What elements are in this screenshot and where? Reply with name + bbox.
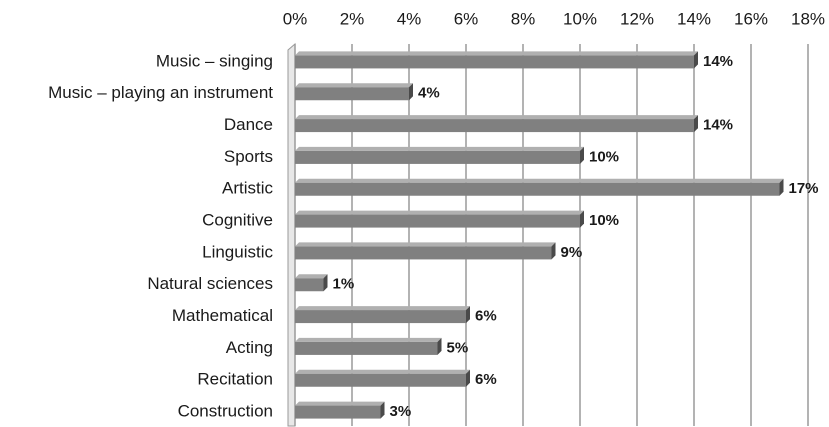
bar-top [295,242,556,247]
bar-side [694,51,698,69]
value-label: 9% [561,244,583,261]
bar [295,150,580,164]
value-label: 10% [589,212,619,229]
bar-side [551,242,556,260]
bar-top [295,178,784,183]
y-tick-label: Linguistic [202,242,273,261]
y-tick-label: Music – singing [156,51,273,70]
bar-top [295,274,328,279]
bar [295,87,409,101]
x-tick-label: 10% [563,9,597,28]
bar [295,246,552,260]
y-tick-label: Mathematical [172,306,273,325]
bar [295,373,466,387]
bar-side [779,178,784,196]
bar-side [323,274,328,292]
bar-side [694,115,698,133]
bar-top [295,210,584,215]
bar-side [580,210,584,228]
value-label: 3% [390,403,412,420]
value-label: 6% [475,308,497,325]
bar [295,214,580,228]
value-label: 17% [789,180,819,197]
bar-top [295,51,698,56]
bar [295,182,780,196]
x-tick-label: 14% [677,9,711,28]
bar-top [295,306,470,311]
bar-side [409,83,413,101]
bar-top [295,115,698,120]
y-tick-label: Dance [224,115,273,134]
value-label: 4% [418,85,440,102]
axis-wall [287,42,296,427]
bar [295,341,438,355]
bar [295,405,381,419]
y-tick-label: Cognitive [202,211,273,230]
value-label: 5% [447,339,469,356]
x-tick-label: 8% [511,9,536,28]
value-label: 10% [589,148,619,165]
bar [295,310,466,324]
x-tick-label: 16% [734,9,768,28]
y-tick-label: Sports [224,147,273,166]
x-tick-label: 0% [283,9,308,28]
bar-side [466,369,470,387]
x-tick-label: 4% [397,9,422,28]
y-tick-label: Music – playing an instrument [48,83,273,102]
bar-top [295,83,413,88]
value-label: 14% [703,53,733,70]
value-label: 6% [475,371,497,388]
bar-top [295,369,470,374]
y-tick-label: Recitation [197,370,273,389]
x-tick-label: 12% [620,9,654,28]
x-tick-label: 6% [454,9,479,28]
value-label: 1% [333,276,355,293]
y-tick-label: Acting [226,338,273,357]
y-tick-label: Artistic [222,179,274,198]
bar-side [580,146,584,164]
bar-top [295,401,385,406]
bar-top [295,146,584,151]
bar-side [437,337,442,355]
bar-side [466,306,470,324]
bar-top [295,337,442,342]
y-tick-label: Natural sciences [147,274,273,293]
bar [295,55,694,69]
x-tick-label: 2% [340,9,365,28]
x-tick-label: 18% [791,9,825,28]
y-tick-label: Construction [178,402,273,421]
value-label: 14% [703,117,733,134]
bar-side [380,401,385,419]
bar [295,278,324,292]
bar [295,119,694,133]
